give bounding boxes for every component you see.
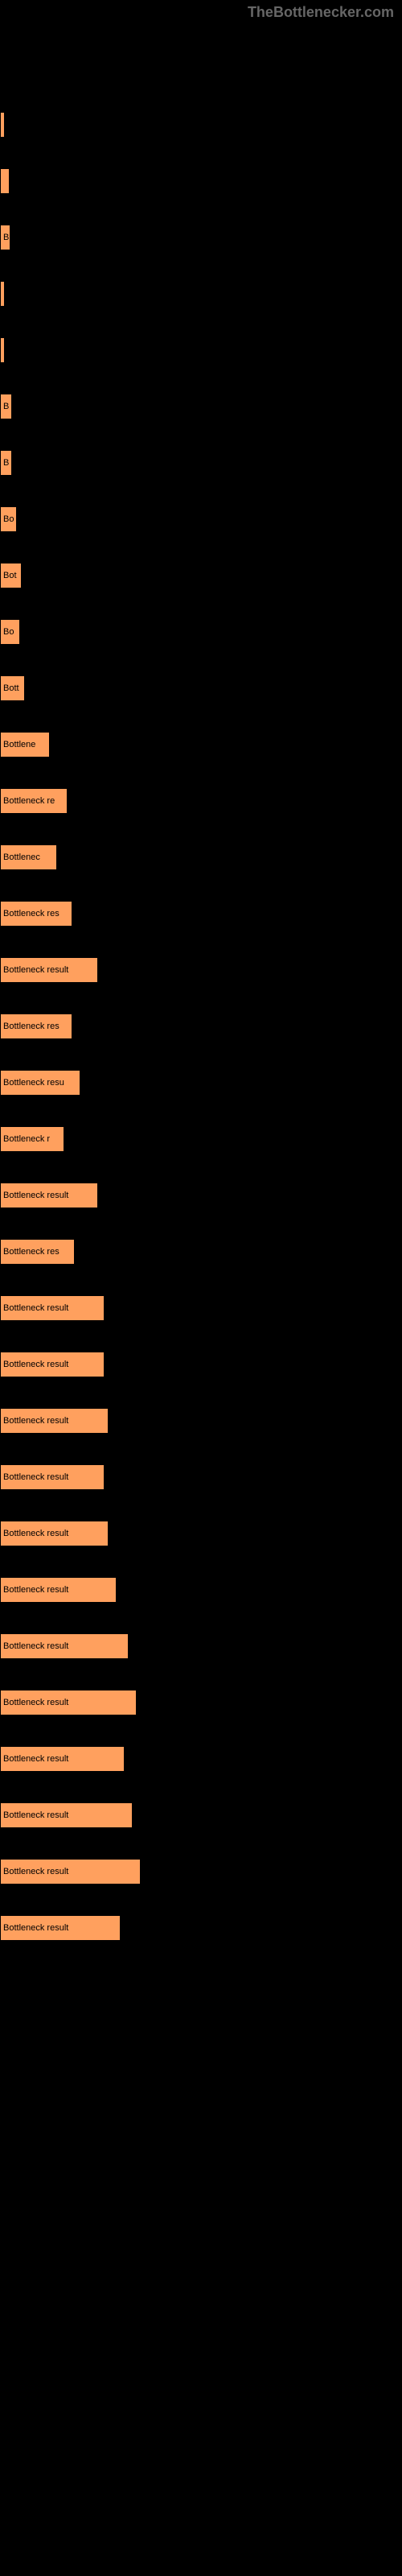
bar: Bottleneck result	[0, 1859, 141, 1885]
bar: Bottlene	[0, 732, 50, 758]
bar: Bottleneck r	[0, 1126, 64, 1152]
bar: Bottleneck result	[0, 1633, 129, 1659]
bar-row: Bottleneck result	[0, 1674, 402, 1731]
bar-row	[0, 153, 402, 209]
bar-row: Bottleneck result	[0, 1787, 402, 1843]
bar	[0, 337, 5, 363]
bar-row: Bottleneck result	[0, 1449, 402, 1505]
bars-area: B B B Bo Bot Bo Bott Bottlene Bottleneck re Bottl…	[0, 97, 402, 1956]
bar: Bottleneck result	[0, 1746, 125, 1772]
bar	[0, 168, 10, 194]
bar: B	[0, 225, 10, 250]
bar: Bottleneck result	[0, 1577, 117, 1603]
bar-row: Bottleneck r	[0, 1111, 402, 1167]
bar: Bottleneck resu	[0, 1070, 80, 1096]
bar-row: Bottleneck result	[0, 1618, 402, 1674]
bar-row: Bottleneck result	[0, 1505, 402, 1562]
bar-row: Bottlene	[0, 716, 402, 773]
bar	[0, 281, 5, 307]
bar-row: Bottleneck result	[0, 942, 402, 998]
bar-row	[0, 97, 402, 153]
bar: Bott	[0, 675, 25, 701]
bar-row: Bott	[0, 660, 402, 716]
bar-chart: B B B Bo Bot Bo Bott Bottlene Bottleneck re Bottl…	[0, 0, 402, 1988]
bar-row: Bottleneck result	[0, 1167, 402, 1224]
bar: Bottleneck res	[0, 901, 72, 927]
bar: Bot	[0, 563, 22, 588]
bar: Bottleneck result	[0, 1915, 121, 1941]
bar: Bo	[0, 619, 20, 645]
bar-row: B	[0, 378, 402, 435]
bar: Bottleneck result	[0, 1690, 137, 1715]
bar-row: Bottleneck res	[0, 998, 402, 1055]
bar: Bottleneck re	[0, 788, 68, 814]
bar: Bottleneck result	[0, 1521, 109, 1546]
bar-row: B	[0, 435, 402, 491]
bar-row: Bo	[0, 491, 402, 547]
bar: Bottleneck result	[0, 1352, 105, 1377]
bar: B	[0, 394, 12, 419]
bar-row: Bottleneck re	[0, 773, 402, 829]
bar: Bottlenec	[0, 844, 57, 870]
bar: Bottleneck result	[0, 1183, 98, 1208]
bar-row: Bot	[0, 547, 402, 604]
bar-row: Bottleneck result	[0, 1562, 402, 1618]
bar-row: Bo	[0, 604, 402, 660]
bar: Bottleneck res	[0, 1013, 72, 1039]
bar-row: Bottleneck resu	[0, 1055, 402, 1111]
bar: Bottleneck result	[0, 1408, 109, 1434]
bar-row: Bottleneck result	[0, 1280, 402, 1336]
bar-row: Bottleneck result	[0, 1900, 402, 1956]
bar: Bottleneck result	[0, 1802, 133, 1828]
bar-row: Bottleneck result	[0, 1393, 402, 1449]
bar: Bo	[0, 506, 17, 532]
bar-row: B	[0, 209, 402, 266]
bar-row: Bottlenec	[0, 829, 402, 886]
bar: Bottleneck result	[0, 1464, 105, 1490]
bar-row: Bottleneck result	[0, 1731, 402, 1787]
bar: Bottleneck result	[0, 957, 98, 983]
bar: Bottleneck res	[0, 1239, 75, 1265]
bar: B	[0, 450, 12, 476]
bar-row	[0, 266, 402, 322]
bar: Bottleneck result	[0, 1295, 105, 1321]
bar-row: Bottleneck result	[0, 1336, 402, 1393]
bar	[0, 112, 5, 138]
bar-row	[0, 322, 402, 378]
bar-row: Bottleneck res	[0, 1224, 402, 1280]
bar-row: Bottleneck result	[0, 1843, 402, 1900]
bar-row: Bottleneck res	[0, 886, 402, 942]
